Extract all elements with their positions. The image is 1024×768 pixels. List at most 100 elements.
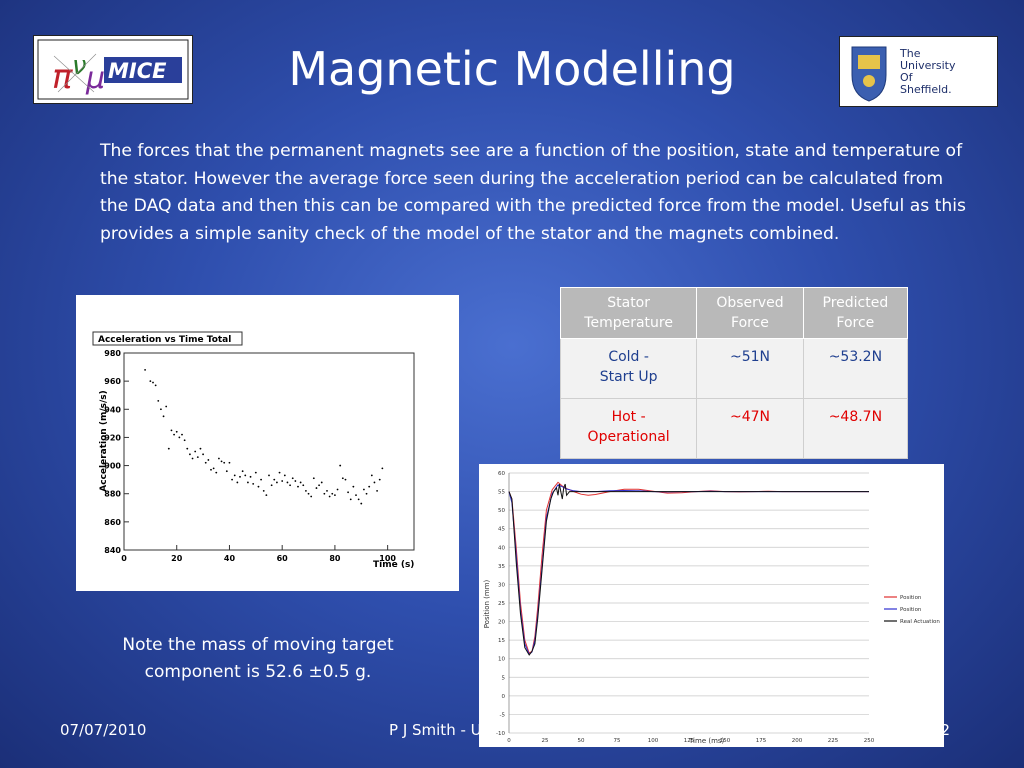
data-point — [297, 485, 299, 488]
acceleration-x-label: Time (s) — [373, 560, 414, 570]
x-tick-label: 80 — [329, 554, 341, 563]
x-tick-label: 175 — [756, 738, 767, 744]
y-tick-label: 880 — [104, 490, 121, 499]
sheffield-line-3: Of — [900, 71, 914, 84]
footer-page-number: 12 — [931, 721, 951, 739]
cell-observed-force: ~47N — [696, 398, 804, 459]
data-point — [167, 447, 170, 450]
x-tick-label: 0 — [121, 554, 127, 563]
x-tick-label: 0 — [507, 738, 511, 744]
data-point — [365, 492, 368, 495]
y-tick-label: 25 — [498, 601, 505, 607]
data-point — [191, 457, 194, 460]
data-point — [247, 481, 249, 484]
data-point — [302, 484, 305, 487]
data-point — [202, 453, 204, 456]
data-point — [357, 498, 360, 501]
y-tick-label: 35 — [498, 564, 505, 570]
data-point — [344, 478, 347, 481]
data-point — [352, 485, 355, 488]
data-point — [223, 461, 226, 464]
data-point — [326, 490, 328, 492]
data-point — [299, 481, 302, 484]
data-point — [294, 480, 297, 482]
data-point — [257, 485, 260, 488]
y-tick-label: -10 — [496, 731, 505, 737]
data-point — [310, 495, 313, 498]
acceleration-chart-title-box — [92, 331, 243, 346]
y-tick-label: 900 — [104, 462, 121, 471]
data-point — [149, 380, 152, 383]
data-point — [273, 478, 276, 481]
x-tick-label: 100 — [648, 738, 659, 744]
data-point — [186, 447, 189, 450]
data-point — [265, 494, 268, 497]
data-point — [283, 474, 286, 477]
data-point — [170, 429, 173, 432]
data-point — [252, 482, 255, 485]
data-point — [160, 408, 162, 411]
x-tick-label: 60 — [277, 554, 289, 563]
legend-label: Real Actuation — [900, 619, 940, 625]
data-point — [233, 474, 236, 477]
cell-stator-state: Cold - Start Up — [559, 338, 698, 399]
data-point — [363, 488, 365, 491]
data-point — [339, 464, 342, 467]
data-point — [194, 450, 197, 453]
data-point — [318, 484, 320, 487]
data-point — [162, 415, 165, 418]
mass-note: Note the mass of moving target component… — [122, 635, 394, 682]
data-point — [236, 481, 239, 484]
svg-text:μ: μ — [85, 61, 105, 96]
data-point — [323, 492, 326, 495]
data-point — [381, 467, 384, 470]
data-point — [241, 470, 244, 473]
data-point — [244, 474, 247, 477]
table-row: Hot - Operational ~47N ~48.7N — [559, 398, 909, 459]
y-tick-label: 15 — [498, 638, 505, 644]
data-point — [370, 474, 373, 477]
data-point — [289, 484, 291, 487]
legend-label: Position — [900, 607, 922, 613]
data-point — [210, 468, 212, 471]
data-point — [218, 457, 220, 460]
data-point — [360, 502, 363, 505]
series-line — [508, 481, 869, 654]
y-tick-label: 50 — [498, 508, 505, 514]
data-point — [225, 470, 228, 473]
data-point — [378, 478, 381, 481]
sheffield-line-4: Sheffield. — [900, 83, 952, 96]
y-tick-label: 40 — [498, 545, 505, 551]
y-tick-label: -5 — [500, 712, 506, 718]
position-x-label: Time (ms) — [688, 737, 725, 745]
data-point — [368, 485, 371, 488]
header-observed-force: Observed Force — [696, 287, 804, 339]
position-y-label: Position (mm) — [483, 579, 491, 628]
data-point — [175, 430, 178, 433]
data-point — [320, 481, 323, 484]
y-tick-label: 45 — [498, 527, 505, 533]
acceleration-chart-panel: Acceleration vs Time Total 840 860 880 900 9… — [76, 295, 459, 591]
data-point — [239, 475, 241, 478]
data-point — [260, 478, 262, 481]
data-point — [199, 447, 202, 450]
data-point — [270, 484, 273, 487]
data-point — [307, 492, 310, 495]
table-row: Cold - Start Up ~51N ~53.2N — [559, 338, 909, 399]
x-tick-label: 200 — [792, 738, 803, 744]
data-point — [376, 490, 378, 492]
legend-label: Position — [900, 595, 922, 601]
data-point — [207, 459, 210, 461]
y-tick-label: 0 — [502, 694, 506, 700]
cell-predicted-force: ~53.2N — [802, 338, 909, 399]
header-predicted-force: Predicted Force — [802, 287, 909, 339]
data-point — [249, 475, 252, 478]
acceleration-y-label: Acceleration (m/s/s) — [99, 390, 109, 491]
force-comparison-table: Stator Temperature Observed Force Predicte… — [559, 287, 909, 459]
data-point — [276, 481, 278, 484]
x-tick-label: 40 — [224, 554, 236, 563]
y-tick-label: 5 — [502, 675, 506, 681]
slide-body-text: The forces that the permanent magnets se… — [100, 141, 967, 244]
data-point — [341, 477, 344, 480]
data-point — [183, 439, 186, 442]
